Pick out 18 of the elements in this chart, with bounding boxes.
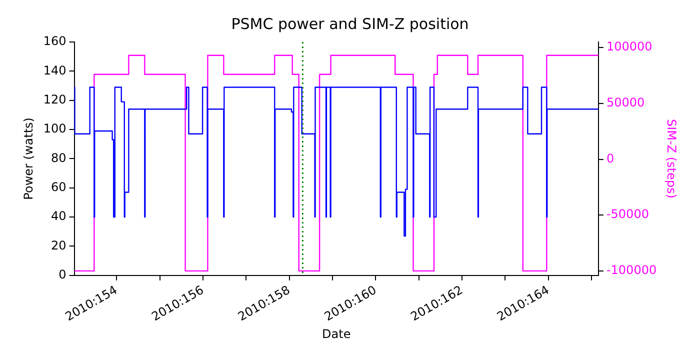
x-axis-title: Date [322,326,351,341]
y2-tick-label: 100000 [606,40,652,54]
y-tick-label: 0 [58,268,66,282]
y2-axis-title: SIM-Z (steps) [664,118,679,198]
y-tick-label: 60 [51,180,66,194]
y-tick-label: 80 [51,150,66,165]
y-axis-title: Power (watts) [21,118,36,200]
chart-title: PSMC power and SIM-Z position [231,14,469,33]
y2-tick-label: 0 [606,151,614,166]
y-tick-label: 160 [43,34,66,48]
y-tick-label: 100 [43,122,66,136]
y-tick-label: 20 [51,238,66,252]
y2-tick-label: -100000 [606,263,657,278]
y2-tick-label: 50000 [606,96,645,110]
y-tick-label: 40 [51,209,66,224]
y-tick-label: 140 [43,63,66,78]
y-tick-label: 120 [43,92,66,106]
y2-tick-label: -50000 [606,207,649,222]
